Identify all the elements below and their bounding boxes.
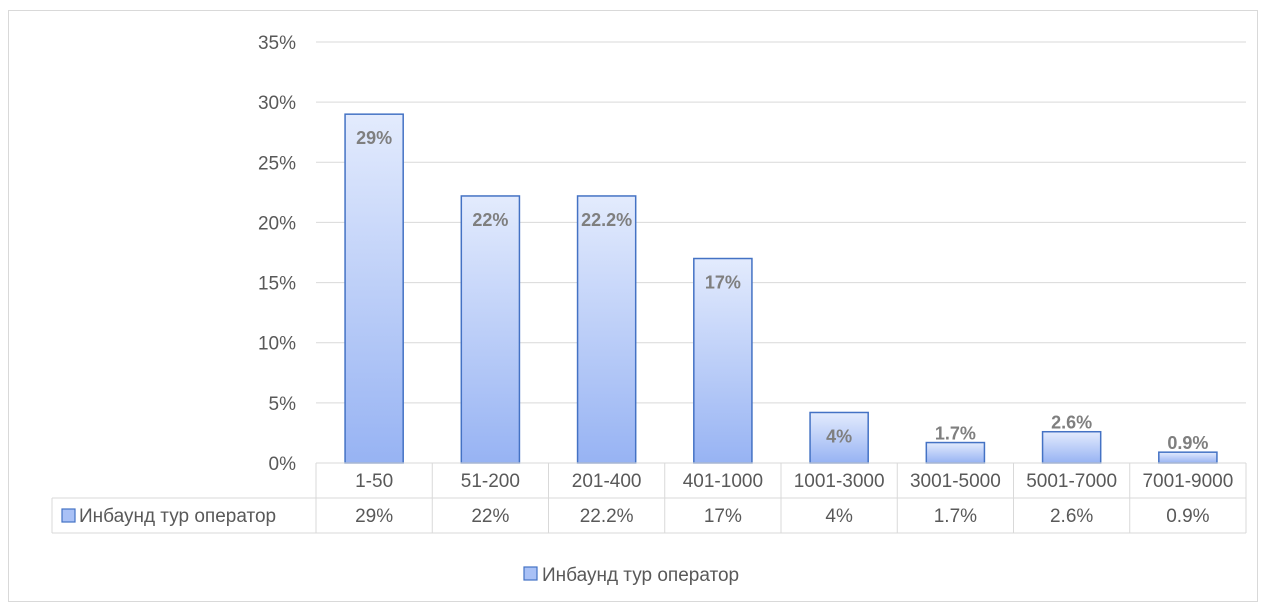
legend-label: Инбаунд тур оператор xyxy=(542,565,739,586)
bar xyxy=(576,195,637,464)
y-tick-label: 35% xyxy=(258,33,296,54)
data-label: 17% xyxy=(705,273,741,293)
x-category-label: 5001-7000 xyxy=(1026,471,1117,492)
table-row-label: Инбаунд тур оператор xyxy=(79,506,276,527)
bar xyxy=(925,441,986,464)
x-category-label: 3001-5000 xyxy=(910,471,1001,492)
bar xyxy=(1158,451,1218,464)
table-cell: 1.7% xyxy=(934,506,977,527)
table-cell: 22% xyxy=(471,506,509,527)
x-category-label: 1001-3000 xyxy=(794,471,885,492)
data-label: 22.2% xyxy=(581,210,632,230)
table-cell: 22.2% xyxy=(580,506,634,527)
bar xyxy=(344,113,404,464)
bar xyxy=(1041,430,1102,464)
bar xyxy=(809,411,869,464)
y-axis-ticks: 0% 5% 10% 15% 20% 25% 30% 35% xyxy=(258,33,296,475)
x-category-label: 401-1000 xyxy=(683,471,763,492)
y-tick-label: 20% xyxy=(258,213,296,234)
legend-swatch xyxy=(523,566,538,581)
y-tick-label: 15% xyxy=(258,274,296,295)
data-label: 22% xyxy=(472,210,508,230)
data-table: 1-50 29% 51-200 22% 201-400 22.2% 401-1000 17% 1… xyxy=(51,462,1247,534)
data-label: 29% xyxy=(356,128,392,148)
y-tick-label: 5% xyxy=(269,394,297,415)
gridlines xyxy=(316,41,1246,404)
bar xyxy=(460,195,521,464)
x-category-label: 7001-9000 xyxy=(1142,471,1233,492)
table-series-swatch xyxy=(61,508,76,523)
bar xyxy=(693,257,753,464)
table-cell: 4% xyxy=(825,506,853,527)
x-category-label: 1-50 xyxy=(355,471,393,492)
table-cell: 29% xyxy=(355,506,393,527)
legend: Инбаунд тур оператор xyxy=(523,565,739,586)
bars xyxy=(344,113,1218,464)
y-tick-label: 0% xyxy=(269,454,297,475)
data-label: 2.6% xyxy=(1051,413,1092,433)
x-category-label: 51-200 xyxy=(461,471,520,492)
data-label: 4% xyxy=(826,426,852,446)
data-labels: 29% 22% 22.2% 17% 4% 1.7% 2.6% 0.9% xyxy=(356,128,1208,453)
y-tick-label: 30% xyxy=(258,93,296,114)
x-category-label: 201-400 xyxy=(572,471,642,492)
y-tick-label: 25% xyxy=(258,153,296,174)
table-cell: 17% xyxy=(704,506,742,527)
data-label: 1.7% xyxy=(935,424,976,444)
table-cell: 2.6% xyxy=(1050,506,1093,527)
y-tick-label: 10% xyxy=(258,334,296,355)
table-cell: 0.9% xyxy=(1166,506,1209,527)
data-label: 0.9% xyxy=(1167,433,1208,453)
